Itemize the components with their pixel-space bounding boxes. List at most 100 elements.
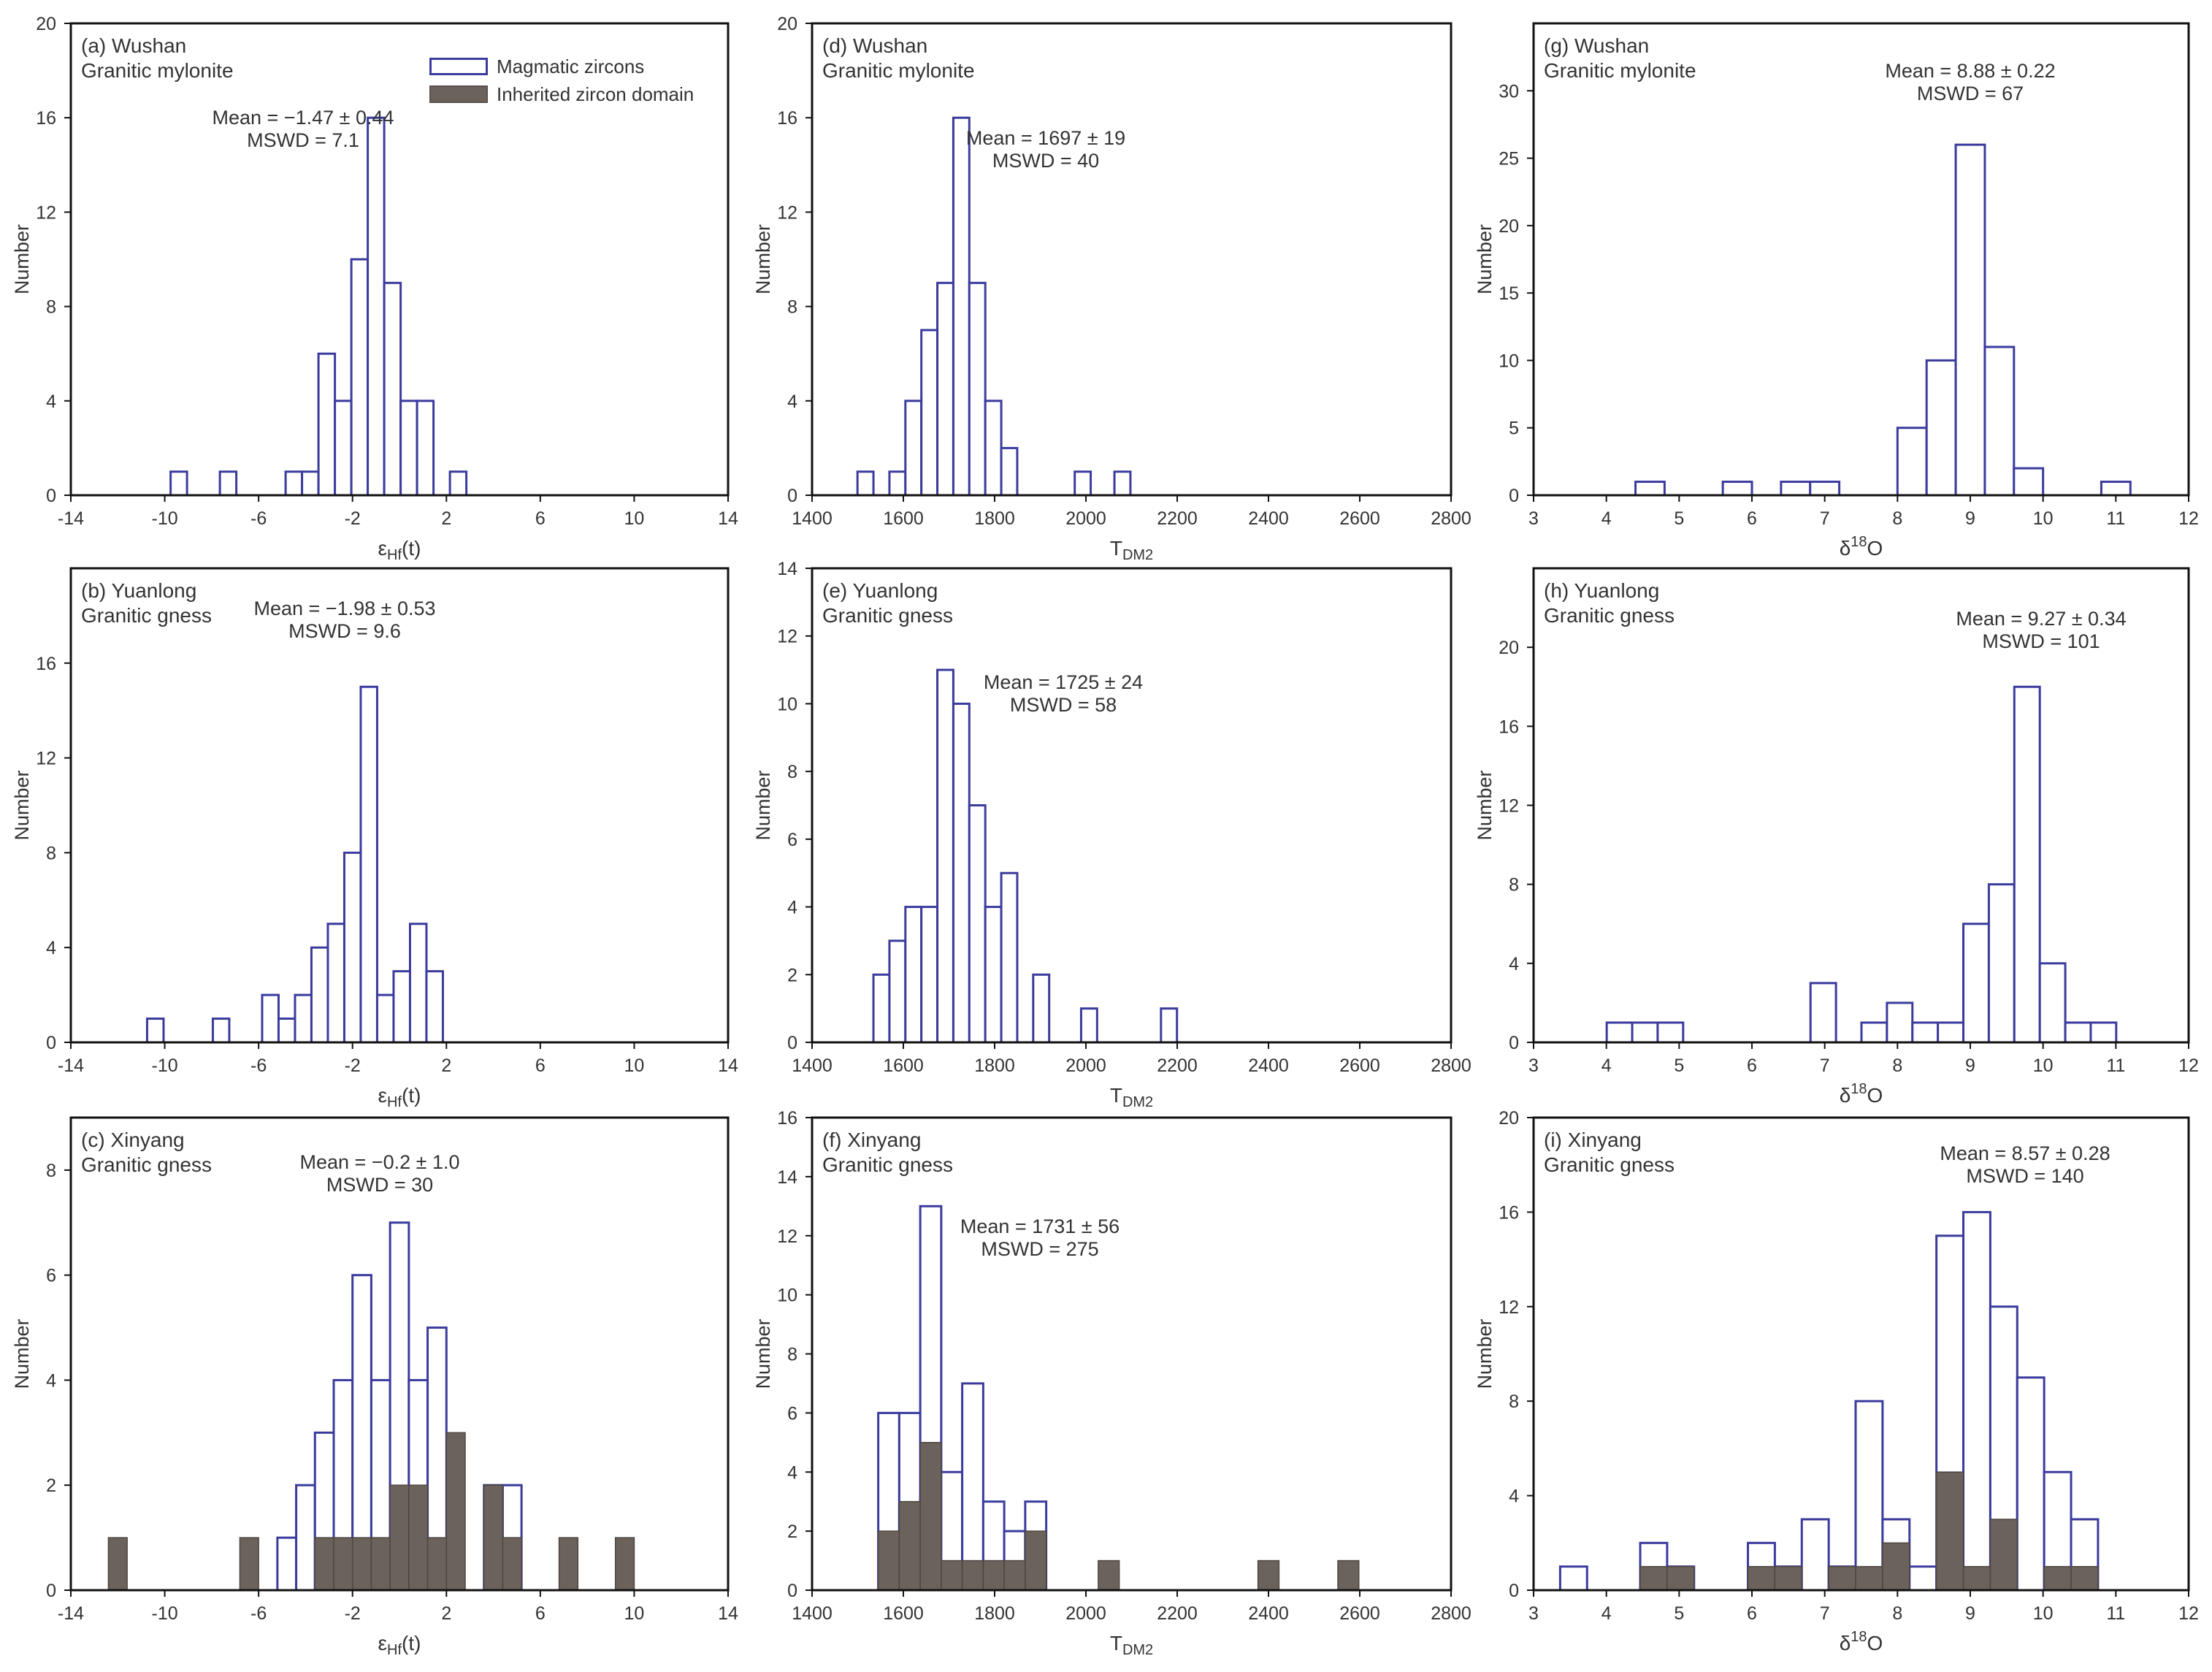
x-tick-label: 2 bbox=[441, 1056, 451, 1076]
inherited-bar bbox=[370, 1537, 391, 1591]
x-tick-label: -6 bbox=[250, 1603, 267, 1624]
magmatic-bar bbox=[1962, 923, 1990, 1044]
y-tick-label: 8 bbox=[787, 1345, 797, 1365]
panel-subtitle: Granitic gness bbox=[1544, 604, 1675, 627]
x-tick-label: 6 bbox=[1747, 1056, 1757, 1076]
x-tick-label: 14 bbox=[718, 1056, 738, 1076]
magmatic-bar bbox=[350, 258, 370, 497]
magmatic-bar bbox=[984, 906, 1003, 1044]
axis-label-subscript: DM2 bbox=[1122, 547, 1153, 563]
y-tick-label: 8 bbox=[46, 843, 56, 863]
y-tick-label: 0 bbox=[787, 1033, 797, 1053]
y-tick-label: 0 bbox=[46, 1033, 56, 1053]
inherited-bar bbox=[1337, 1560, 1360, 1591]
x-tick-label: 7 bbox=[1820, 1603, 1830, 1624]
y-tick-label: 10 bbox=[777, 1286, 797, 1306]
magmatic-bar bbox=[1000, 446, 1019, 497]
magmatic-bar bbox=[1911, 1021, 1940, 1044]
x-tick-label: 8 bbox=[1892, 508, 1902, 529]
x-tick-label: 7 bbox=[1820, 1056, 1830, 1076]
axis-label-subscript: Hf bbox=[387, 1094, 402, 1110]
histogram-panel-i: 3 4 5 6 7 8 9 10 11 12 0 4 8 12 16 20 δ18O Number (i) Xiny… bbox=[1474, 1108, 2199, 1654]
y-tick-label: 12 bbox=[1499, 796, 1519, 817]
x-tick-label: 2 bbox=[441, 508, 451, 529]
magmatic-bar bbox=[2064, 1021, 2092, 1044]
x-tick-label: 6 bbox=[535, 1056, 546, 1076]
inherited-bar bbox=[898, 1500, 921, 1591]
y-tick-label: 5 bbox=[1509, 419, 1519, 439]
plot-frame bbox=[1532, 1116, 2190, 1592]
x-tick-label: 3 bbox=[1528, 1056, 1539, 1076]
y-tick-label: 4 bbox=[46, 938, 56, 958]
y-tick-label: 12 bbox=[36, 749, 56, 769]
magmatic-bar bbox=[399, 400, 418, 497]
magmatic-bar bbox=[1074, 470, 1092, 497]
panel-subtitle: Granitic gness bbox=[822, 1153, 953, 1176]
magmatic-bar bbox=[856, 470, 875, 497]
x-tick-label: 12 bbox=[2178, 1603, 2199, 1624]
x-tick-label: 8 bbox=[1892, 1603, 1902, 1624]
x-tick-label: 2000 bbox=[1065, 1603, 1106, 1624]
magmatic-bar bbox=[1854, 1400, 1884, 1592]
x-tick-label: 4 bbox=[1601, 508, 1612, 529]
magmatic-bar bbox=[952, 116, 971, 497]
histogram-panel-f: 1400 1600 1800 2000 2200 2400 2600 2800 0 2 4 6 8 10 1… bbox=[752, 1108, 1472, 1658]
axis-label: δ18O bbox=[1840, 534, 1883, 560]
inherited-bar bbox=[389, 1484, 410, 1591]
panel-subtitle: Granitic gness bbox=[81, 1153, 212, 1176]
histogram-panel-e: 1400 1600 1800 2000 2200 2400 2600 2800 0 2 4 6 8 10 1… bbox=[752, 559, 1472, 1110]
plot-frame bbox=[69, 1116, 730, 1592]
panel-title: (a) Wushan bbox=[81, 34, 186, 57]
x-tick-label: -14 bbox=[58, 1056, 84, 1076]
x-tick-label: 8 bbox=[1892, 1056, 1902, 1076]
inherited-bar bbox=[1098, 1560, 1120, 1591]
x-tick-label: -6 bbox=[250, 508, 267, 529]
y-tick-label: 8 bbox=[46, 1161, 56, 1181]
inherited-bar bbox=[1774, 1565, 1803, 1591]
inherited-bar bbox=[877, 1530, 900, 1591]
panel-title: (e) Yuanlong bbox=[822, 579, 938, 602]
magmatic-bar bbox=[416, 400, 435, 497]
magmatic-bar bbox=[375, 993, 395, 1044]
panel-subtitle: Granitic mylonite bbox=[1544, 59, 1696, 82]
magmatic-bar bbox=[277, 1018, 296, 1044]
magmatic-bar bbox=[2038, 962, 2067, 1044]
magmatic-bar bbox=[359, 685, 378, 1044]
y-tick-label: 12 bbox=[1499, 1297, 1519, 1318]
inherited-bar bbox=[483, 1484, 504, 1591]
y-axis-label: Number bbox=[11, 770, 33, 840]
y-tick-label: 12 bbox=[777, 202, 797, 223]
x-tick-label: -2 bbox=[345, 508, 361, 529]
x-tick-label: 10 bbox=[624, 1603, 645, 1624]
magmatic-bar bbox=[1962, 1210, 1991, 1592]
x-tick-label: 5 bbox=[1674, 508, 1684, 529]
x-tick-label: 10 bbox=[624, 508, 645, 529]
magmatic-bar bbox=[1656, 1021, 1685, 1044]
mean-annotation: Mean = −0.2 ± 1.0 bbox=[300, 1151, 460, 1173]
magmatic-bar bbox=[1809, 982, 1837, 1044]
magmatic-bar bbox=[1721, 481, 1753, 497]
x-tick-label: -10 bbox=[152, 1603, 178, 1624]
magmatic-bar bbox=[1800, 1518, 1830, 1592]
axis-label-part: O bbox=[1867, 1632, 1883, 1654]
inherited-bar bbox=[107, 1537, 128, 1591]
panel-title: (c) Xinyang bbox=[81, 1129, 185, 1151]
axis-label: δ18O bbox=[1840, 1081, 1883, 1107]
mswd-annotation: MSWD = 40 bbox=[992, 150, 1099, 172]
axis-label-part: δ bbox=[1840, 1084, 1851, 1107]
magmatic-bar bbox=[2100, 481, 2132, 497]
x-tick-label: 2600 bbox=[1339, 1603, 1380, 1624]
magmatic-bar bbox=[2089, 1021, 2118, 1044]
x-tick-label: 1600 bbox=[883, 508, 924, 529]
panel-subtitle: Granitic gness bbox=[822, 604, 953, 627]
y-tick-label: 14 bbox=[777, 559, 797, 579]
y-tick-label: 6 bbox=[46, 1266, 56, 1286]
histogram-panel-d: 1400 1600 1800 2000 2200 2400 2600 2800 0 4 8 12 16 2… bbox=[752, 14, 1472, 563]
magmatic-bar bbox=[408, 923, 428, 1044]
plot-frame bbox=[1532, 22, 2190, 497]
y-tick-label: 2 bbox=[46, 1476, 56, 1496]
y-tick-label: 8 bbox=[1509, 875, 1519, 896]
inherited-bar bbox=[941, 1560, 963, 1591]
mean-annotation: Mean = 1725 ± 24 bbox=[984, 671, 1143, 693]
axis-label: TDM2 bbox=[1110, 1084, 1153, 1110]
